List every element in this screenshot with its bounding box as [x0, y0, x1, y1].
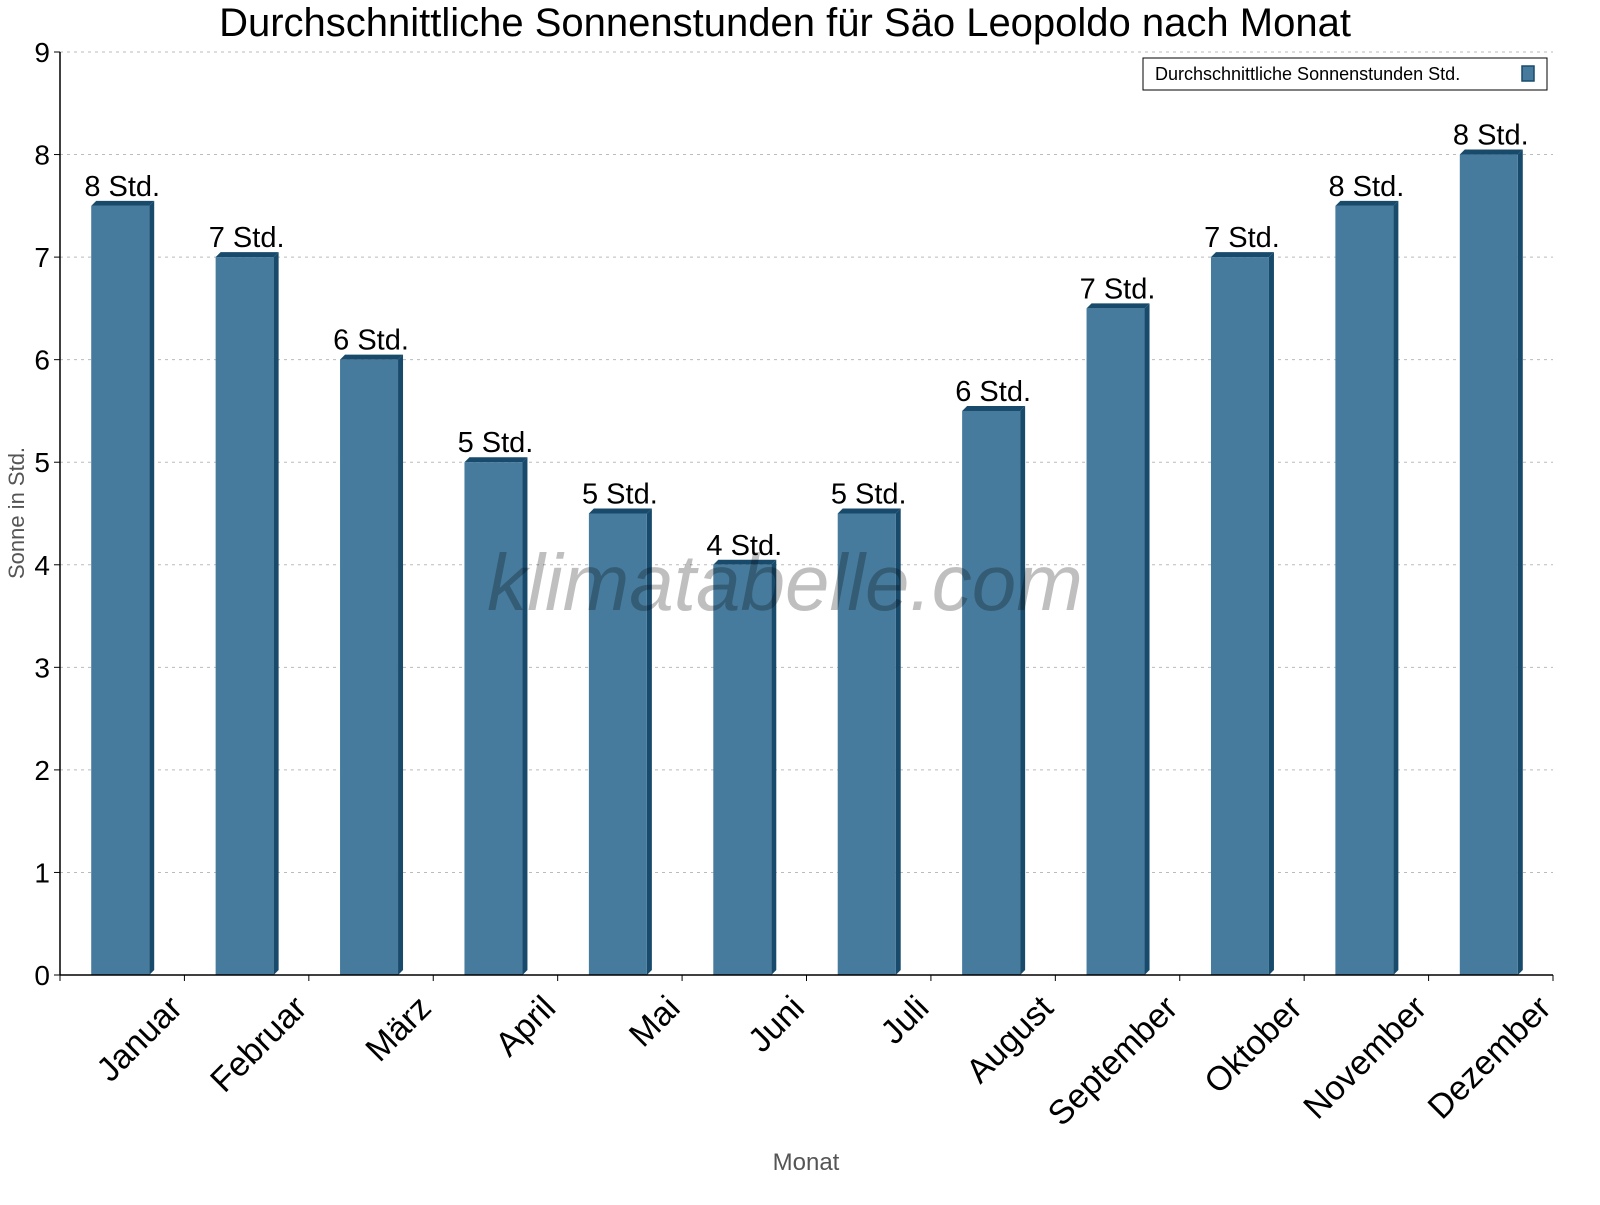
bar-front [1086, 308, 1145, 975]
bar-top [1335, 200, 1399, 206]
bar-side [895, 508, 901, 975]
bar-top [1086, 303, 1150, 309]
bar-front [215, 257, 274, 976]
bar [713, 559, 777, 975]
x-tick-label: März [358, 989, 438, 1069]
legend-box [1142, 57, 1548, 91]
data-label: 5 Std. [831, 479, 907, 511]
y-tick-label: 4 [34, 550, 50, 581]
bar-front [464, 462, 523, 975]
x-tick-label: Oktober [1197, 989, 1309, 1101]
bar-side [646, 508, 652, 975]
x-tick-label: Februar [203, 989, 314, 1100]
data-labels: 8 Std. 7 Std. 6 Std. 5 Std. 5 Std. 4 Std. 5 St… [84, 120, 1528, 562]
bar-side [1517, 149, 1523, 976]
bar [91, 200, 155, 976]
x-tick-label: Juli [873, 989, 936, 1052]
data-label: 6 Std. [955, 376, 1031, 408]
watermark: klimatabelle.com [487, 538, 1083, 627]
bar-top [1210, 252, 1274, 258]
bar-side [273, 252, 279, 976]
bar-side [1393, 200, 1399, 976]
bar [1459, 149, 1523, 976]
bar [837, 508, 901, 975]
y-tick-label: 8 [34, 140, 50, 171]
bar-top [91, 200, 155, 206]
bar-top [588, 508, 652, 514]
y-tick-label: 1 [34, 857, 50, 888]
bar-top [1459, 149, 1523, 155]
bar-side [1268, 252, 1274, 976]
chart-title: Durchschnittliche Sonnenstunden für Säo … [219, 1, 1351, 45]
y-tick-labels: 0 1 2 3 4 5 6 7 8 9 [34, 37, 50, 991]
bar-top [215, 252, 279, 258]
bar [962, 405, 1026, 975]
bar-front [1210, 257, 1269, 976]
bar-top [962, 405, 1026, 411]
bar-front [91, 205, 150, 976]
x-tick-label: September [1041, 989, 1185, 1133]
data-label: 7 Std. [1204, 222, 1280, 254]
bar-side [398, 354, 404, 976]
bar-front [588, 513, 647, 975]
data-label: 6 Std. [333, 325, 409, 357]
bar-top [713, 559, 777, 565]
legend: Durchschnittliche Sonnenstunden Std. [1142, 57, 1548, 91]
bar [1335, 200, 1399, 976]
bar-front [962, 410, 1021, 975]
y-tick-label: 3 [34, 652, 50, 683]
bar [215, 252, 279, 976]
bar-side [149, 200, 155, 976]
bar-side [1020, 405, 1026, 975]
bar-front [837, 513, 896, 975]
bar-side [1144, 303, 1150, 975]
y-axis-label: Sonne in Std. [4, 447, 29, 579]
x-tick-label: Juni [741, 989, 812, 1060]
bar-front [340, 359, 399, 976]
bar-top [464, 457, 528, 463]
data-label: 5 Std. [582, 479, 658, 511]
x-tick-label: November [1296, 989, 1434, 1127]
x-axis-label: Monat [773, 1149, 840, 1176]
bar-top [837, 508, 901, 514]
bar-side [771, 559, 777, 975]
y-tick-label: 2 [34, 755, 50, 786]
bar-front [1459, 154, 1518, 976]
bars [91, 149, 1523, 976]
y-tick-label: 6 [34, 345, 50, 376]
bar [464, 457, 528, 975]
x-tick-label: August [959, 988, 1061, 1090]
bar [588, 508, 652, 975]
bar [1210, 252, 1274, 976]
data-label: 4 Std. [706, 530, 782, 562]
data-label: 8 Std. [84, 171, 160, 203]
axes [54, 51, 1554, 981]
y-tick-label: 7 [34, 242, 50, 273]
bar-top [340, 354, 404, 360]
bar-side [522, 457, 528, 975]
x-tick-label: Mai [622, 989, 688, 1055]
y-tick-label: 9 [34, 37, 50, 68]
data-label: 5 Std. [458, 427, 534, 459]
x-tick-labels: Januar Februar März April Mai Juni Juli AugustS… [89, 988, 1558, 1133]
data-label: 7 Std. [1080, 273, 1156, 305]
bar-front [1335, 205, 1394, 976]
data-label: 8 Std. [1453, 120, 1529, 152]
x-tick-label: April [488, 989, 563, 1064]
x-tick-label: Dezember [1421, 989, 1559, 1127]
data-label: 8 Std. [1328, 171, 1404, 203]
y-tick-label: 5 [34, 447, 50, 478]
bar [1086, 303, 1150, 975]
legend-label: Durchschnittliche Sonnenstunden Std. [1155, 64, 1460, 84]
legend-swatch [1521, 65, 1535, 82]
bar [340, 354, 404, 976]
y-tick-label: 0 [34, 960, 50, 991]
bar-front [713, 564, 772, 975]
data-label: 7 Std. [209, 222, 285, 254]
x-tick-label: Januar [89, 989, 189, 1089]
